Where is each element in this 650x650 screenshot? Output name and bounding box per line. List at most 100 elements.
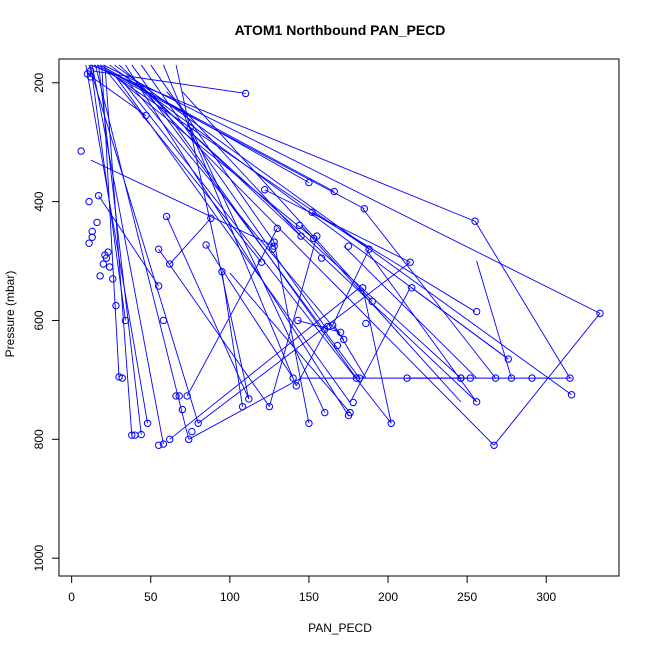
- data-point: [292, 382, 300, 390]
- data-point: [96, 272, 104, 280]
- data-point: [93, 218, 101, 227]
- data-point: [471, 217, 479, 225]
- data-point: [154, 441, 163, 449]
- data-point: [94, 191, 103, 200]
- profile-line: [128, 82, 345, 340]
- data-point: [88, 233, 96, 241]
- data-point: [504, 355, 512, 363]
- data-point: [349, 398, 357, 407]
- data-point: [308, 208, 316, 217]
- profile-line: [297, 320, 341, 333]
- data-point: [403, 374, 411, 382]
- data-point: [186, 123, 194, 132]
- profile-line: [349, 287, 411, 403]
- data-point: [472, 398, 481, 406]
- data-point: [238, 402, 247, 411]
- data-point: [207, 214, 215, 222]
- data-point: [128, 431, 136, 439]
- profile-line: [104, 64, 133, 436]
- data-point: [507, 374, 516, 382]
- data-point: [528, 374, 536, 382]
- profile-line: [205, 244, 294, 379]
- data-point: [491, 374, 500, 382]
- y-axis: 200 400 600 800 1000: [32, 72, 60, 572]
- y-tick-label: 600: [32, 310, 46, 330]
- data-point: [567, 391, 576, 399]
- data-point: [185, 435, 193, 444]
- data-point: [352, 374, 361, 382]
- data-point: [466, 374, 474, 382]
- data-point: [340, 335, 348, 344]
- data-point: [387, 419, 395, 427]
- profile-line: [362, 287, 392, 424]
- data-point: [172, 392, 180, 400]
- data-point: [328, 321, 337, 329]
- profile-line: [158, 248, 270, 407]
- profile-line: [189, 127, 326, 413]
- data-point: [362, 319, 370, 328]
- data-point: [321, 408, 329, 417]
- profile-line: [134, 82, 495, 446]
- profile-line: [91, 64, 164, 445]
- data-point: [115, 373, 123, 381]
- data-point: [159, 316, 168, 325]
- x-axis-label: PAN_PECD: [308, 621, 372, 635]
- x-tick-label: 50: [144, 590, 158, 604]
- profile-line: [411, 287, 509, 360]
- profile-line: [150, 64, 275, 243]
- data-point: [99, 260, 107, 268]
- data-point: [321, 325, 329, 334]
- y-tick-label: 200: [32, 72, 46, 92]
- data-point: [218, 268, 226, 276]
- profile-line: [273, 241, 310, 424]
- profile-line: [93, 64, 365, 210]
- data-point: [596, 309, 604, 318]
- data-point: [77, 147, 85, 155]
- profile-line: [295, 326, 329, 387]
- data-point: [289, 374, 297, 382]
- data-point: [188, 427, 196, 436]
- profile-line: [115, 76, 351, 403]
- y-tick-label: 1000: [32, 545, 46, 572]
- data-point: [368, 297, 376, 306]
- data-point: [109, 275, 117, 283]
- data-point: [408, 284, 416, 292]
- profile-line: [106, 70, 262, 263]
- profile-line: [101, 64, 120, 379]
- data-point: [406, 258, 414, 266]
- data-point: [294, 316, 302, 325]
- y-tick-label: 800: [32, 429, 46, 449]
- data-point: [162, 212, 171, 221]
- data-point: [194, 419, 202, 427]
- connector-lines: [85, 64, 601, 446]
- profile-line: [362, 208, 496, 379]
- data-point: [359, 284, 367, 292]
- profile-line: [268, 235, 318, 407]
- x-tick-label: 0: [68, 590, 75, 604]
- data-point: [102, 254, 111, 262]
- data-point: [360, 205, 369, 213]
- data-point: [355, 374, 364, 382]
- profile-line: [166, 216, 250, 400]
- profile-line: [175, 64, 250, 400]
- data-point: [154, 245, 163, 253]
- profile-line: [99, 64, 310, 183]
- profile-line: [311, 211, 476, 312]
- data-point: [297, 232, 305, 240]
- profile-line: [144, 88, 360, 379]
- data-point: [105, 263, 114, 271]
- data-point: [202, 241, 210, 249]
- profile-line: [88, 64, 199, 424]
- profile-line: [333, 324, 367, 379]
- x-tick-label: 150: [299, 590, 319, 604]
- profile-line: [476, 260, 512, 379]
- profile-line: [332, 248, 370, 326]
- profile-line: [98, 64, 142, 435]
- data-point: [336, 328, 345, 337]
- data-point: [86, 73, 95, 81]
- profile-line: [182, 91, 373, 302]
- data-point: [273, 224, 282, 233]
- data-point: [85, 197, 93, 206]
- data-point: [85, 239, 93, 247]
